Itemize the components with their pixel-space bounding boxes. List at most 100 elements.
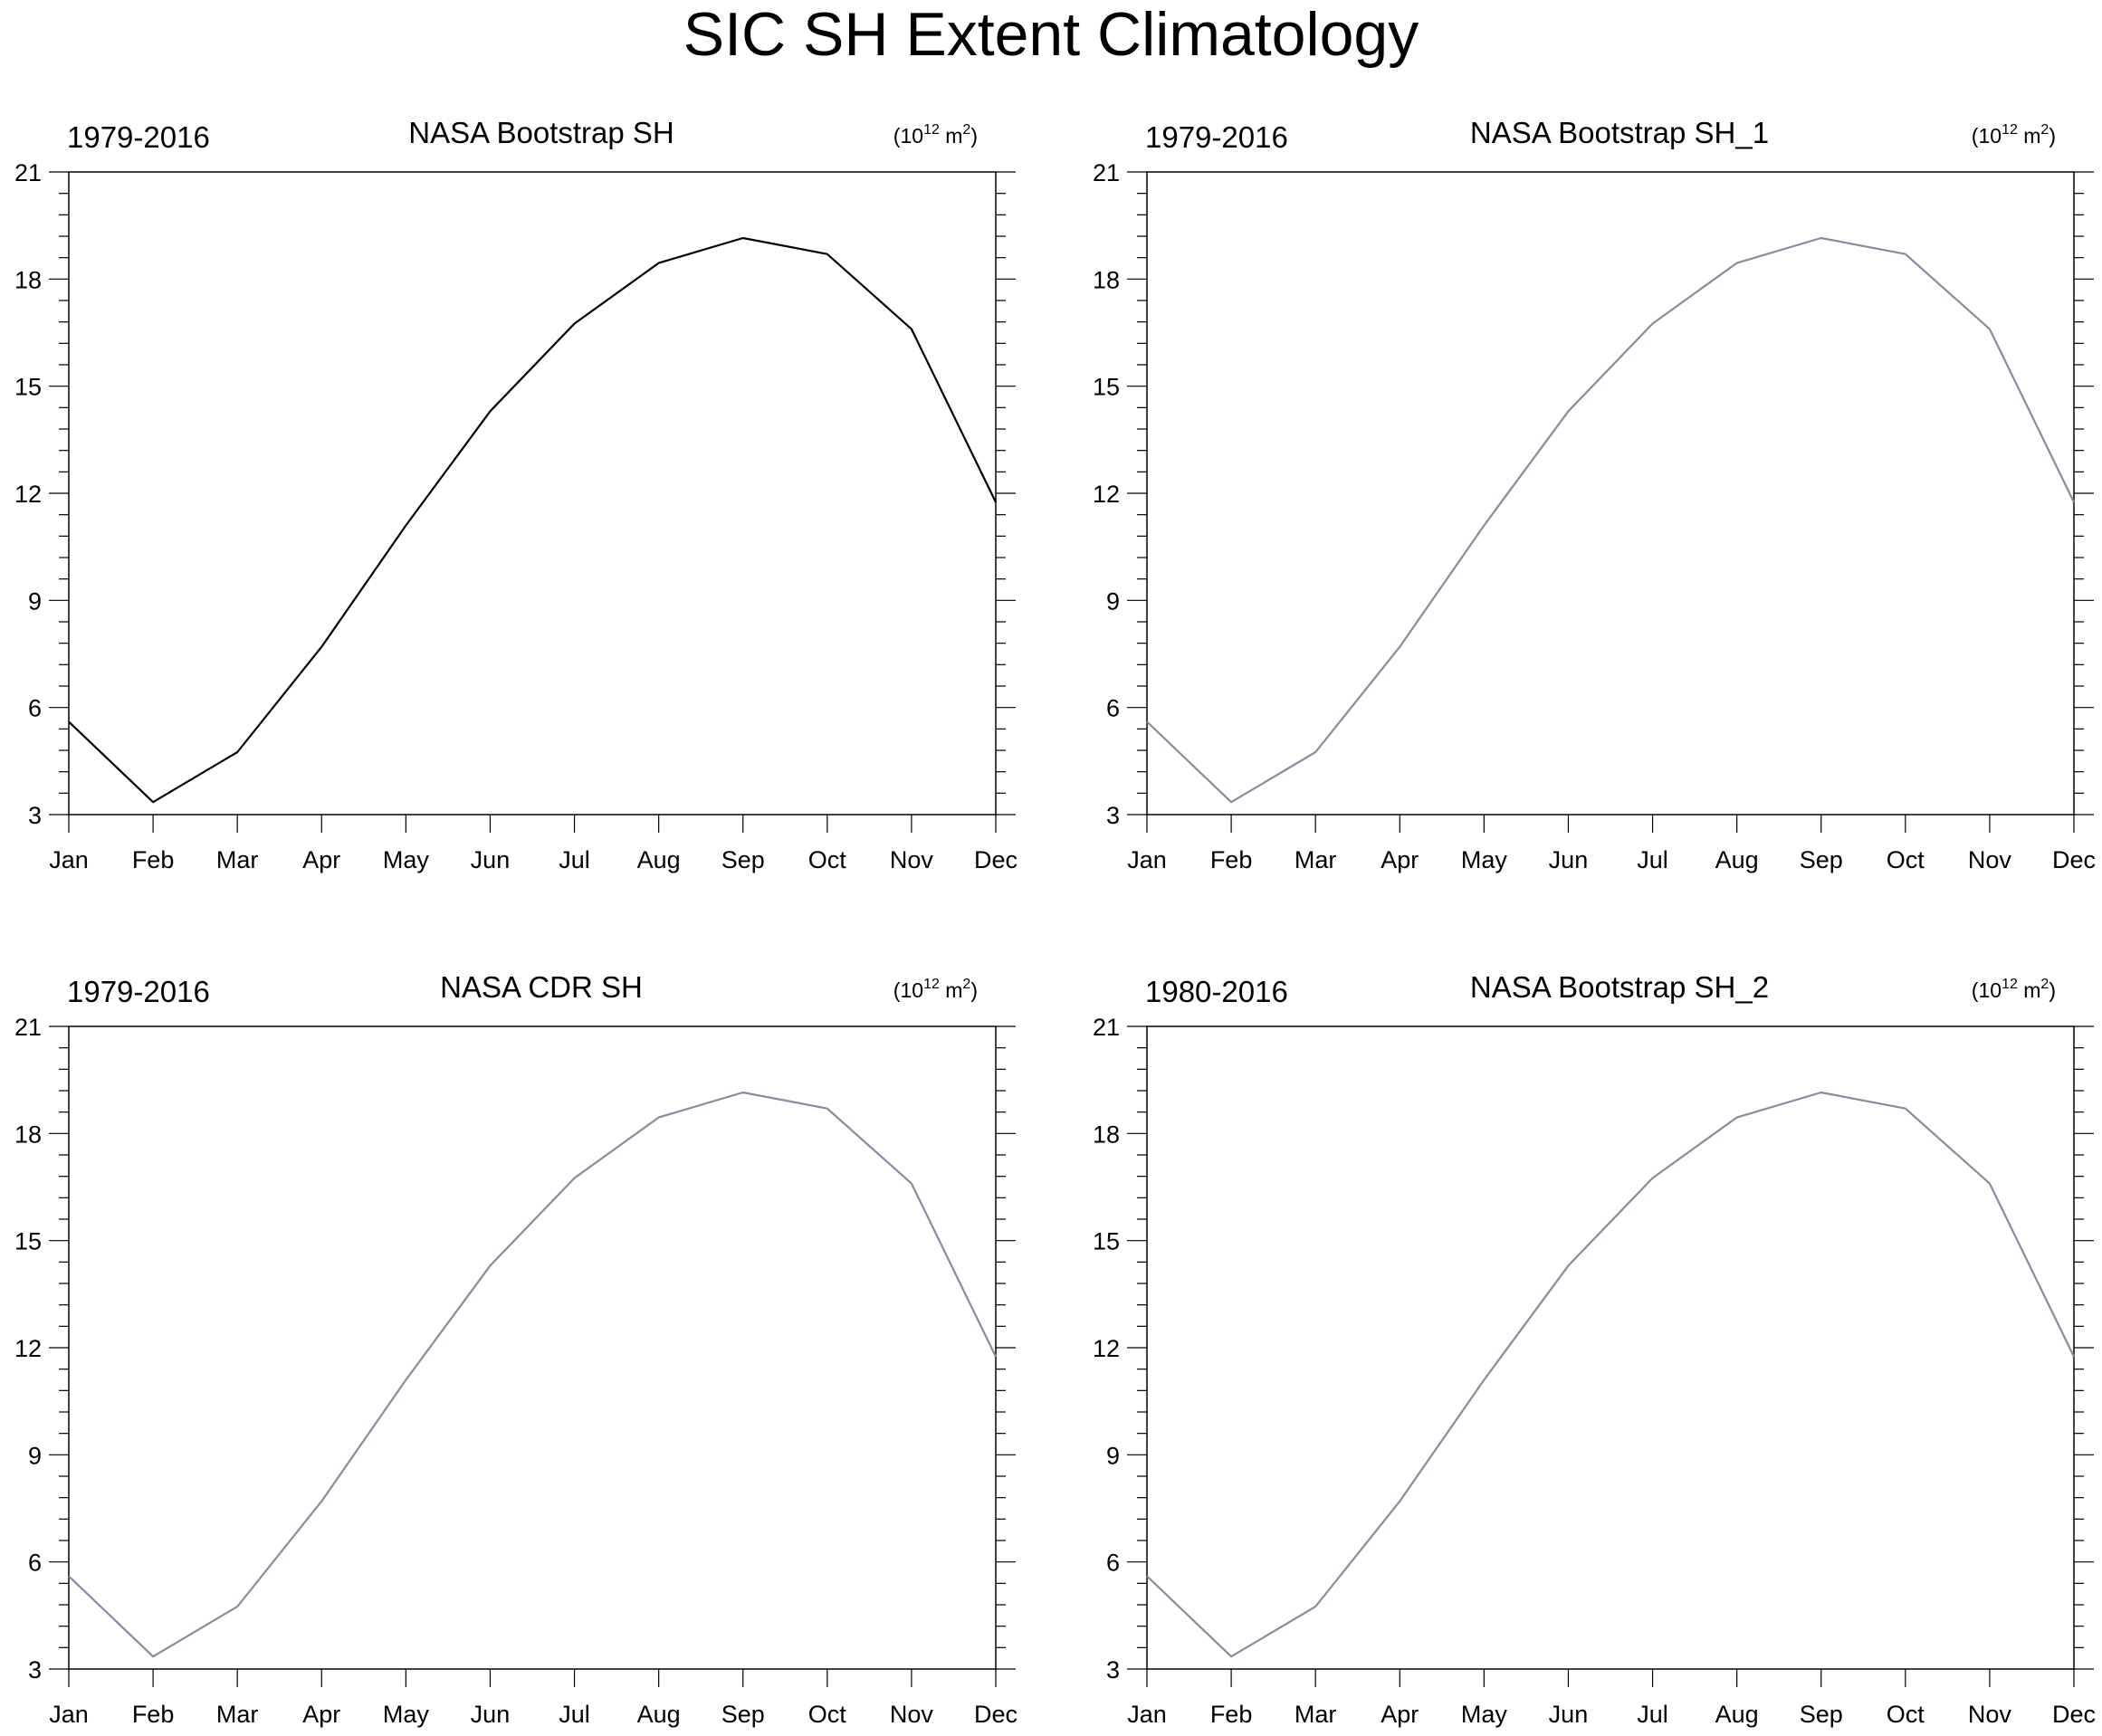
series-line — [68, 1091, 997, 1658]
x-tick-label: Aug — [1715, 1701, 1759, 1728]
x-tick-label: Jul — [1637, 846, 1668, 873]
data-point-feb — [150, 1654, 156, 1659]
y-tick-label: 3 — [1106, 1656, 1120, 1684]
y-tick-label: 6 — [28, 1550, 42, 1577]
x-tick-label: Apr — [302, 846, 340, 873]
data-point-jul — [1650, 321, 1656, 327]
data-point-apr — [319, 644, 324, 650]
y-tick-label: 21 — [14, 1014, 42, 1041]
y-tick-label: 9 — [28, 1442, 42, 1469]
data-point-aug — [1734, 261, 1740, 266]
y-tick-label: 3 — [28, 1656, 42, 1684]
units-exponent: 12 — [923, 977, 940, 992]
x-tick-label: Jun — [1549, 846, 1589, 873]
y-tick-label: 18 — [1093, 1121, 1120, 1148]
x-tick-label: Apr — [1381, 846, 1419, 873]
data-point-mar — [234, 749, 240, 755]
y-tick-label: 9 — [1106, 1442, 1120, 1469]
x-tick-label: Jun — [1549, 1701, 1589, 1728]
y-tick-label: 6 — [1106, 1550, 1120, 1577]
units-exponent: 12 — [923, 122, 940, 138]
data-point-dec — [2071, 1354, 2077, 1359]
x-tick-label: May — [1461, 846, 1508, 873]
x-tick-label: Aug — [637, 846, 681, 873]
plot-frame — [1146, 171, 2075, 816]
data-point-nov — [1987, 327, 1992, 332]
x-tick-label: Nov — [890, 846, 934, 873]
units-unit: m — [940, 124, 963, 148]
data-point-apr — [319, 1499, 324, 1504]
plot-frame — [68, 1025, 997, 1670]
data-point-feb — [150, 799, 156, 805]
x-tick-label: Dec — [974, 846, 1018, 873]
panel-title: NASA Bootstrap SH_1 — [1470, 116, 1769, 149]
y-tick-label: 12 — [1093, 481, 1120, 508]
y-tick-label: 12 — [14, 481, 42, 508]
y-tick-label: 9 — [1106, 587, 1120, 615]
x-tick-label: Aug — [1715, 846, 1759, 873]
units-label: (1012 m2) — [893, 977, 978, 1002]
data-point-feb — [1228, 1654, 1234, 1659]
x-tick-label: Sep — [721, 1701, 765, 1728]
panel-title: NASA CDR SH — [440, 970, 643, 1004]
x-tick-label: Jan — [1127, 846, 1167, 873]
units-open: ( — [893, 978, 901, 1002]
period-label: 1979-2016 — [67, 975, 210, 1008]
data-point-oct — [1903, 1106, 1908, 1111]
data-point-jul — [572, 321, 578, 327]
x-tick-label: Dec — [974, 1701, 1018, 1728]
units-close: ) — [2049, 124, 2056, 148]
data-point-sep — [740, 1090, 746, 1095]
data-point-apr — [1397, 1499, 1402, 1504]
units-close: ) — [970, 124, 978, 148]
data-point-may — [403, 523, 408, 529]
data-point-oct — [825, 252, 830, 257]
data-point-jan — [1144, 1573, 1150, 1579]
y-tick-label: 15 — [14, 1228, 42, 1255]
x-tick-label: Nov — [1968, 1701, 2012, 1728]
data-point-oct — [1903, 252, 1908, 257]
x-tick-label: May — [1461, 1701, 1508, 1728]
units-exponent: 2 — [962, 122, 970, 138]
panel-title: NASA Bootstrap SH — [408, 116, 674, 149]
y-tick-label: 3 — [1106, 802, 1120, 829]
x-tick-label: May — [383, 1701, 430, 1728]
series-line — [1146, 1091, 2075, 1658]
period-label: 1979-2016 — [1145, 120, 1288, 154]
y-tick-label: 21 — [1093, 1014, 1120, 1041]
units-open: ( — [1972, 978, 1979, 1002]
x-tick-label: Aug — [637, 1701, 681, 1728]
y-tick-label: 15 — [14, 374, 42, 401]
data-point-may — [403, 1378, 408, 1383]
x-tick-label: Feb — [132, 846, 175, 873]
data-point-jan — [66, 1573, 72, 1579]
data-point-sep — [1819, 1090, 1824, 1095]
x-tick-label: Oct — [808, 1701, 847, 1728]
x-tick-label: Jul — [1637, 1701, 1668, 1728]
y-tick-label: 12 — [14, 1335, 42, 1362]
data-point-jul — [572, 1176, 578, 1181]
x-tick-label: Sep — [1800, 846, 1843, 873]
units-unit: m — [2018, 124, 2041, 148]
data-point-dec — [993, 1354, 998, 1359]
data-point-feb — [1228, 799, 1234, 805]
y-tick-label: 18 — [14, 1121, 42, 1148]
x-tick-label: Mar — [216, 1701, 259, 1728]
x-tick-label: Jan — [49, 1701, 89, 1728]
x-tick-label: May — [383, 846, 430, 873]
units-base: 10 — [900, 124, 923, 148]
x-tick-label: Mar — [216, 846, 259, 873]
panel-title: NASA Bootstrap SH_2 — [1470, 970, 1769, 1004]
data-point-jun — [1565, 408, 1571, 414]
y-tick-label: 18 — [14, 266, 42, 293]
x-tick-label: Apr — [1381, 1701, 1419, 1728]
data-point-jun — [1565, 1263, 1571, 1268]
x-tick-label: Nov — [1968, 846, 2012, 873]
chart-panel-4: 3 6 9 12 15 18 21 Jan Feb Mar Apr May Jun Jul Aug Sep Oc… — [1093, 970, 2096, 1728]
x-tick-label: Oct — [808, 846, 847, 873]
x-tick-label: Oct — [1887, 1701, 1925, 1728]
units-label: (1012 m2) — [1972, 977, 2056, 1002]
x-tick-label: Nov — [890, 1701, 934, 1728]
units-exponent: 2 — [962, 977, 970, 992]
